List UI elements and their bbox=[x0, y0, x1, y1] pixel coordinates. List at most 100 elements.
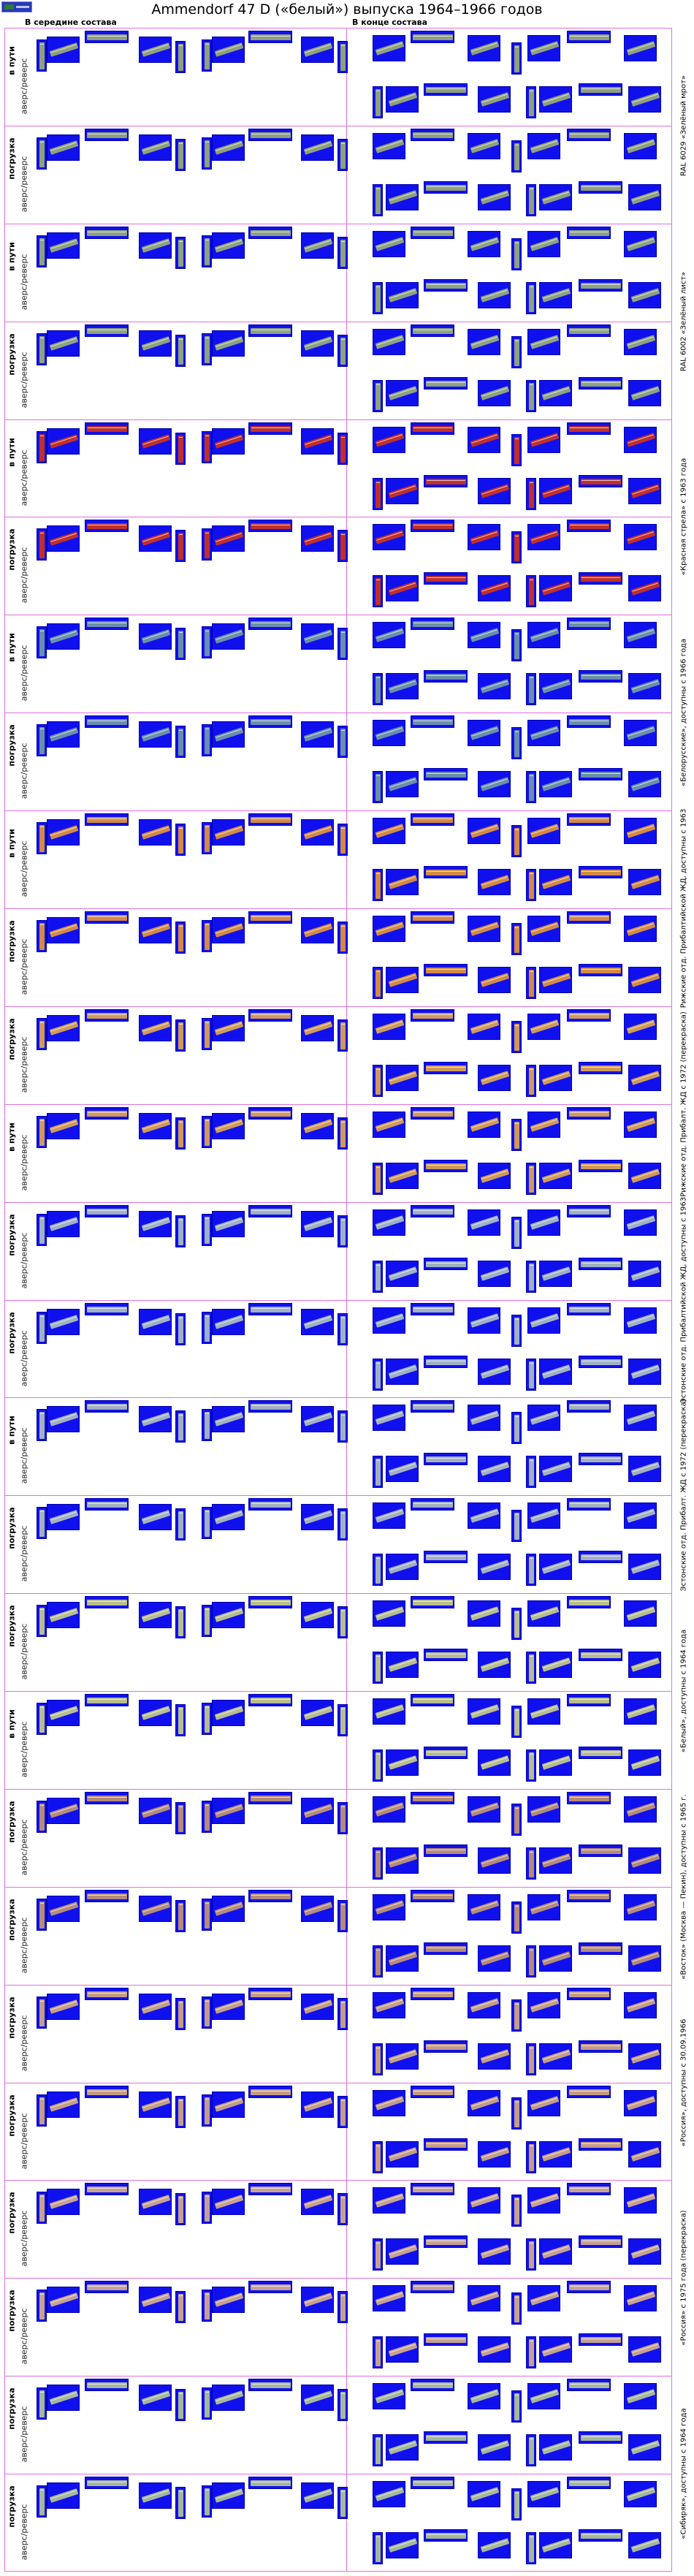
preview-tile bbox=[37, 2290, 47, 2322]
wagon-icon bbox=[581, 380, 621, 387]
wagon-icon bbox=[630, 1657, 660, 1672]
preview-tile bbox=[386, 1749, 419, 1777]
row-divider bbox=[4, 1103, 672, 1105]
wagon-icon bbox=[529, 2339, 534, 2367]
wagon-icon bbox=[569, 1404, 609, 1410]
wagon-icon bbox=[470, 1899, 500, 1915]
preview-tile bbox=[468, 2089, 500, 2116]
wagon-icon bbox=[569, 1306, 609, 1312]
wagon-icon bbox=[214, 140, 244, 155]
preview-tile bbox=[527, 720, 560, 747]
wagon-icon bbox=[178, 924, 183, 951]
wagon-icon bbox=[541, 1950, 571, 1966]
preview-tile bbox=[386, 1162, 419, 1189]
wagon-icon bbox=[630, 2538, 660, 2553]
wagon-icon bbox=[388, 385, 418, 400]
preview-tile bbox=[248, 520, 292, 533]
preview-tile bbox=[338, 2095, 348, 2128]
wagon-icon bbox=[529, 1557, 534, 1584]
wagon-icon bbox=[205, 2390, 210, 2418]
preview-tile bbox=[526, 1064, 536, 1097]
wagon-icon bbox=[251, 2089, 291, 2095]
wagon-icon bbox=[541, 581, 571, 596]
wagon-icon bbox=[581, 1163, 621, 1169]
wagon-icon bbox=[541, 190, 571, 205]
wagon-icon bbox=[413, 914, 453, 921]
row-label-reverse-text: аверс/реверс bbox=[19, 1623, 29, 1680]
preview-tile bbox=[478, 869, 511, 896]
wagon-icon bbox=[375, 628, 405, 643]
wagon-icon bbox=[49, 531, 79, 547]
row-divider bbox=[4, 1593, 672, 1595]
preview-tile bbox=[37, 822, 47, 855]
row-label-reverse-text: аверс/реверс bbox=[19, 645, 29, 702]
wagon-icon bbox=[529, 1459, 534, 1486]
preview-tile bbox=[628, 1945, 661, 1972]
wagon-icon bbox=[375, 1117, 405, 1132]
wagon-icon bbox=[303, 1804, 333, 1818]
wagon-icon bbox=[569, 1600, 609, 1606]
preview-tile bbox=[175, 1997, 186, 2030]
preview-tile bbox=[628, 2238, 661, 2265]
preview-tile bbox=[373, 1749, 383, 1782]
wagon-icon bbox=[251, 1795, 291, 1801]
preview-tile bbox=[373, 132, 405, 159]
wagon-icon bbox=[470, 1802, 500, 1817]
preview-tile bbox=[85, 1106, 129, 1120]
preview-tile bbox=[539, 183, 572, 210]
wagon-icon bbox=[426, 1261, 466, 1267]
wagon-icon bbox=[530, 2487, 560, 2501]
preview-tile bbox=[338, 432, 348, 465]
preview-tile bbox=[301, 2287, 334, 2314]
wagon-icon bbox=[480, 2538, 510, 2553]
preview-tile bbox=[527, 2089, 560, 2116]
preview-tile bbox=[212, 1602, 245, 1629]
preview-tile bbox=[526, 1162, 536, 1195]
preview-tile bbox=[47, 232, 80, 259]
wagon-icon bbox=[141, 335, 171, 351]
wagon-icon bbox=[141, 1412, 171, 1427]
preview-tile bbox=[386, 1652, 419, 1679]
wagon-icon bbox=[303, 2195, 333, 2210]
wagon-icon bbox=[630, 287, 660, 303]
wagon-icon bbox=[514, 2197, 519, 2225]
wagon-icon bbox=[630, 973, 660, 987]
row-label-state-text: в пути bbox=[7, 1416, 17, 1445]
wagon-icon bbox=[529, 774, 534, 802]
wagon-icon bbox=[529, 872, 534, 900]
preview-tile bbox=[212, 1993, 245, 2020]
row-label-reverse-text: аверс/реверс bbox=[19, 742, 29, 799]
wagon-icon bbox=[340, 1804, 346, 1832]
wagon-icon bbox=[375, 2535, 381, 2563]
preview-tile bbox=[212, 1308, 245, 1335]
preview-tile bbox=[212, 1406, 245, 1433]
preview-tile bbox=[338, 921, 348, 954]
wagon-icon bbox=[205, 1608, 210, 1635]
wagon-icon bbox=[630, 2146, 660, 2162]
wagon-icon bbox=[375, 236, 405, 251]
preview-tile bbox=[139, 1406, 172, 1433]
wagon-icon bbox=[251, 914, 291, 921]
preview-tile bbox=[386, 183, 419, 210]
wagon-icon bbox=[480, 1950, 510, 1966]
preview-tile bbox=[212, 1895, 245, 1922]
preview-tile bbox=[411, 1204, 454, 1217]
preview-tile bbox=[567, 1204, 611, 1217]
preview-tile bbox=[248, 1694, 292, 1707]
preview-tile bbox=[526, 1749, 536, 1782]
wagon-icon bbox=[87, 1306, 127, 1312]
preview-tile bbox=[411, 911, 454, 924]
wagon-icon bbox=[141, 2292, 171, 2308]
wagon-icon bbox=[569, 1502, 609, 1508]
wagon-icon bbox=[470, 1117, 500, 1132]
preview-tile bbox=[478, 2043, 511, 2070]
wagon-icon bbox=[581, 1554, 621, 1561]
wagon-icon bbox=[426, 1359, 466, 1365]
preview-tile bbox=[139, 1112, 172, 1139]
wagon-icon bbox=[630, 1071, 660, 1085]
preview-tile bbox=[411, 2183, 454, 2196]
wagon-icon bbox=[626, 1312, 656, 1328]
wagon-icon bbox=[541, 1755, 571, 1770]
wagon-icon bbox=[205, 1216, 210, 1244]
wagon-icon bbox=[340, 533, 346, 561]
